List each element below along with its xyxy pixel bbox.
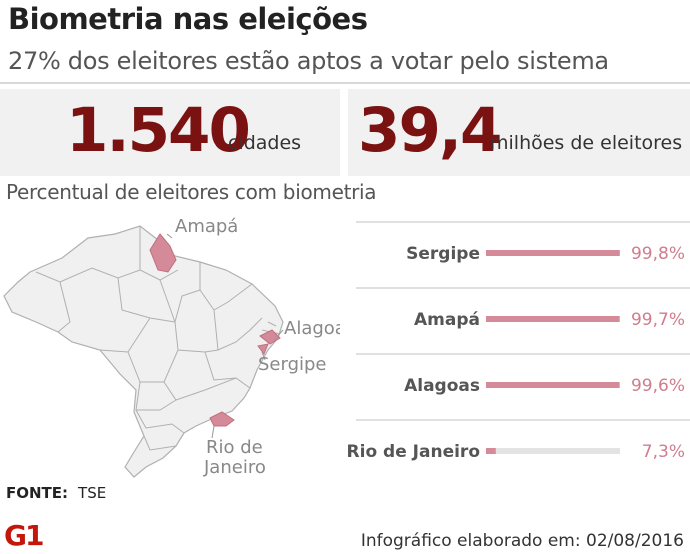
bar-track-rio-de-janeiro: [486, 448, 620, 454]
stat-box-voters: 39,4 milhões de eleitores: [348, 89, 690, 176]
state-borders: [35, 226, 281, 451]
brazil-territory: [3, 225, 284, 478]
bar-value-alagoas: 99,6%: [631, 376, 685, 396]
map-label-rio-de: Rio de: [206, 437, 263, 458]
g1-logo: G1: [4, 519, 44, 549]
bar-label-rio-de-janeiro: Rio de Janeiro: [347, 442, 480, 462]
map-outline: [3, 225, 284, 478]
source-label: FONTE:: [6, 484, 69, 502]
bar-rio-de-janeiro: [486, 448, 496, 454]
brazil-map: Amapá Alagoas Sergipe Rio de Janeiro: [3, 216, 340, 478]
map-label-alagoas: Alagoas: [284, 318, 340, 339]
map-label-amapa: Amapá: [175, 216, 238, 237]
stat-box-cities: 1.540 cidades: [0, 89, 340, 176]
bar-value-sergipe: 99,8%: [631, 244, 685, 264]
map-state-rio-de-janeiro: [209, 411, 235, 427]
header-divider: [0, 82, 690, 84]
map-state-sergipe: [257, 343, 269, 356]
bar-label-alagoas: Alagoas: [404, 376, 480, 396]
bar-amapa: [486, 316, 620, 322]
bar-alagoas: [486, 382, 620, 388]
map-label-janeiro: Janeiro: [203, 457, 266, 478]
bar-value-rio-de-janeiro: 7,3%: [642, 442, 685, 462]
logo-text: G1: [4, 519, 43, 549]
source-value: TSE: [78, 484, 107, 502]
stat-value-voters: 39,4: [358, 95, 503, 166]
stat-label-voters: milhões de eleitores: [490, 132, 683, 154]
stat-value-cities: 1.540: [66, 95, 251, 166]
page-title: Biometria nas eleições: [8, 2, 368, 36]
source-line: FONTE: TSE: [6, 484, 106, 502]
map-state-amapa: [149, 233, 177, 273]
bar-label-sergipe: Sergipe: [406, 244, 480, 264]
bar-value-amapa: 99,7%: [631, 310, 685, 330]
bar-chart: Sergipe 99,8% Amapá 99,7% Alagoas 99,6% Rio de…: [347, 221, 690, 462]
bar-sergipe: [486, 250, 620, 256]
highlighted-states: [149, 233, 281, 427]
map-leaders: [166, 233, 284, 439]
chart-title: Percentual de eleitores com biometria: [6, 180, 377, 204]
map-label-sergipe: Sergipe: [258, 354, 327, 375]
map-state-alagoas: [259, 329, 281, 345]
credit-line: Infográfico elaborado em: 02/08/2016: [360, 531, 684, 551]
bar-label-amapa: Amapá: [414, 310, 480, 330]
page-subtitle: 27% dos eleitores estão aptos a votar pe…: [8, 47, 609, 75]
stat-label-cities: cidades: [228, 132, 302, 154]
